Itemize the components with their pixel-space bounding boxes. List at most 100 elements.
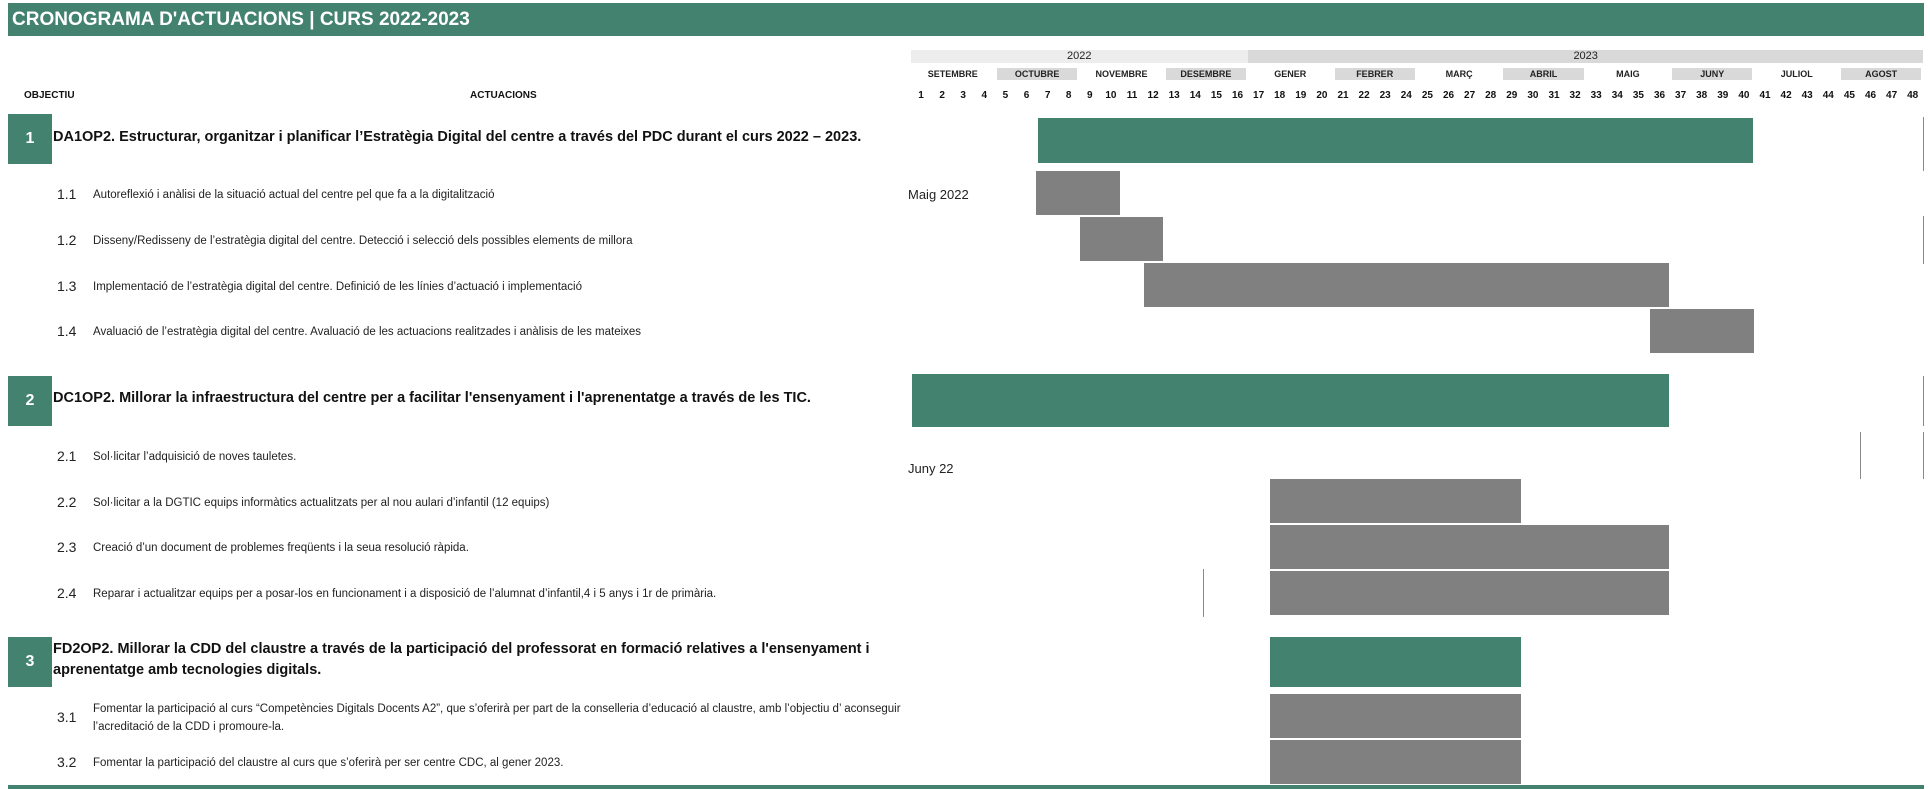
action-text: Disseny/Redisseny de l’estratègia digita… — [93, 235, 633, 247]
month-label: DESEMBRE — [1165, 68, 1247, 80]
bottom-divider — [8, 785, 1924, 789]
week-number: 44 — [1822, 90, 1834, 101]
week-number: 2 — [939, 90, 945, 101]
week-number: 24 — [1400, 90, 1412, 101]
week-number: 33 — [1590, 90, 1602, 101]
objective-text: FD2OP2. Millorar la CDD del claustre a t… — [53, 641, 870, 678]
week-number: 15 — [1210, 90, 1222, 101]
action-gantt-bar — [1142, 262, 1671, 308]
week-number: 39 — [1717, 90, 1729, 101]
week-number: 5 — [1002, 90, 1009, 101]
objective-number: 3 — [8, 637, 52, 687]
week-number: 41 — [1759, 90, 1771, 101]
week-number: 36 — [1653, 90, 1666, 101]
week-number: 28 — [1485, 90, 1497, 101]
month-label: AGOST — [1840, 68, 1922, 80]
month-label: MARÇ — [1418, 68, 1500, 80]
month-label: JUNY — [1672, 68, 1753, 80]
week-number: 13 — [1168, 90, 1180, 101]
action-text: Fomentar la participació del claustre al… — [93, 757, 564, 769]
action-gantt-bar — [1269, 570, 1671, 616]
action-text: Sol·licitar a la DGTIC equips informàtic… — [93, 497, 550, 509]
week-number: 26 — [1442, 90, 1455, 101]
week-number: 16 — [1231, 90, 1244, 101]
action-gantt-bar — [1269, 524, 1671, 570]
week-number: 11 — [1126, 90, 1138, 101]
week-number: 25 — [1421, 90, 1433, 101]
week-number: 27 — [1464, 90, 1476, 101]
month-label: SETEMBRE — [912, 68, 993, 80]
action-number: 2.2 — [57, 494, 77, 510]
week-number: 48 — [1907, 90, 1919, 101]
month-label: FEBRER — [1334, 68, 1415, 80]
week-number: 14 — [1189, 90, 1201, 101]
week-number: 37 — [1675, 90, 1687, 101]
week-number: 21 — [1337, 90, 1349, 101]
grid-line — [1923, 216, 1924, 264]
week-number: 47 — [1886, 90, 1898, 101]
week-number: 34 — [1611, 90, 1623, 101]
objective-gantt-bar — [1269, 636, 1523, 688]
objective-gantt-bar — [1037, 117, 1755, 164]
action-gantt-bar — [1269, 693, 1523, 739]
year-label: 2022 — [910, 50, 1249, 63]
action-number: 1.3 — [57, 278, 77, 294]
objective-number: 2 — [8, 376, 52, 426]
week-number: 10 — [1105, 90, 1117, 101]
objective-text: DA1OP2. Estructurar, organitzar i planif… — [53, 129, 862, 145]
week-number: 30 — [1527, 90, 1539, 101]
action-gantt-bar — [1269, 739, 1523, 785]
week-number: 8 — [1065, 90, 1072, 101]
action-text: Reparar i actualitzar equips per a posar… — [93, 588, 717, 600]
action-number: 3.1 — [57, 709, 77, 725]
week-number: 3 — [960, 90, 966, 101]
action-number: 1.4 — [57, 323, 77, 339]
objective-number: 1 — [8, 114, 52, 164]
action-gantt-bar — [1079, 216, 1164, 262]
week-number: 4 — [981, 90, 988, 101]
action-gantt-bar — [1649, 308, 1755, 354]
week-number: 29 — [1506, 90, 1518, 101]
objectiu-column-header: OBJECTIU — [24, 90, 75, 101]
grid-line — [1923, 376, 1924, 426]
grid-line — [1860, 432, 1861, 479]
action-text: Implementació de l’estratègia digital de… — [93, 281, 583, 293]
week-number: 35 — [1632, 90, 1644, 101]
date-note: Maig 2022 — [908, 187, 969, 202]
action-text: Creació d’un document de problemes freqü… — [93, 542, 469, 554]
week-number: 1 — [918, 90, 924, 101]
month-label: ABRIL — [1503, 68, 1584, 80]
action-text: Avaluació de l’estratègia digital del ce… — [93, 326, 642, 338]
week-number: 23 — [1379, 90, 1391, 101]
month-label: JULIOL — [1756, 68, 1837, 80]
date-note: Juny 22 — [908, 461, 954, 476]
week-number: 19 — [1295, 90, 1307, 101]
action-number: 3.2 — [57, 754, 77, 770]
action-number: 1.2 — [57, 232, 77, 248]
action-number: 2.4 — [57, 585, 77, 601]
week-number: 20 — [1316, 90, 1328, 101]
action-text: Sol·licitar l’adquisició de noves taulet… — [93, 451, 297, 463]
grid-line — [1923, 432, 1924, 479]
week-number: 6 — [1023, 90, 1030, 101]
action-number: 1.1 — [57, 186, 77, 202]
week-number: 32 — [1569, 90, 1581, 101]
week-number: 17 — [1253, 90, 1265, 101]
week-number: 40 — [1738, 90, 1750, 101]
month-label: NOVEMBRE — [1081, 68, 1162, 80]
week-number: 43 — [1801, 90, 1813, 101]
action-number: 2.3 — [57, 539, 77, 555]
objective-text: DC1OP2. Millorar la infraestructura del … — [53, 390, 811, 406]
week-number: 12 — [1147, 90, 1159, 101]
action-gantt-bar — [1269, 478, 1523, 524]
actuacions-column-header: ACTUACIONS — [470, 90, 537, 101]
week-number: 46 — [1864, 90, 1877, 101]
week-number: 45 — [1843, 90, 1855, 101]
page-title: CRONOGRAMA D'ACTUACIONS | CURS 2022-2023 — [8, 3, 1924, 36]
week-number: 9 — [1087, 90, 1093, 101]
week-number: 18 — [1274, 90, 1286, 101]
week-number: 22 — [1358, 90, 1370, 101]
grid-line — [1203, 569, 1204, 617]
action-number: 2.1 — [57, 448, 77, 464]
month-label: OCTUBRE — [996, 68, 1078, 80]
